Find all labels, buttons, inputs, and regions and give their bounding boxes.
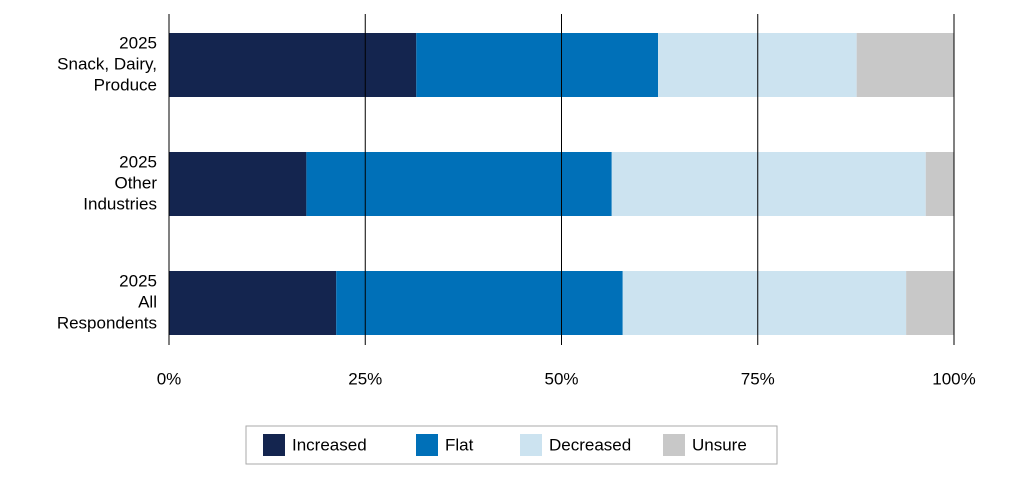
y-tick-label: Produce xyxy=(94,75,157,94)
y-tick-label: All xyxy=(138,292,157,311)
bar-segment xyxy=(856,33,954,97)
x-tick-label: 50% xyxy=(544,369,578,388)
legend-swatch xyxy=(520,434,542,456)
y-tick-label: Industries xyxy=(83,194,157,213)
bar-segment xyxy=(906,271,954,335)
legend-label: Flat xyxy=(445,435,474,454)
y-tick-label: Other xyxy=(114,173,157,192)
legend-swatch xyxy=(416,434,438,456)
bar-segment xyxy=(336,271,623,335)
legend-swatch xyxy=(663,434,685,456)
bar-segment xyxy=(169,33,417,97)
y-tick-label: 2025 xyxy=(119,271,157,290)
x-tick-label: 0% xyxy=(157,369,182,388)
bar-segment xyxy=(306,152,612,216)
bar-segment xyxy=(611,152,926,216)
x-tick-label: 100% xyxy=(932,369,975,388)
x-tick-label: 75% xyxy=(741,369,775,388)
y-tick-label: Snack, Dairy, xyxy=(57,54,157,73)
bar-segment xyxy=(169,271,337,335)
x-tick-label: 25% xyxy=(348,369,382,388)
bar-segment xyxy=(925,152,954,216)
bar-segment xyxy=(169,152,307,216)
legend-label: Unsure xyxy=(692,435,747,454)
legend-label: Increased xyxy=(292,435,367,454)
y-tick-label: Respondents xyxy=(57,313,157,332)
bar-segment xyxy=(416,33,659,97)
legend-swatch xyxy=(263,434,285,456)
y-tick-label: 2025 xyxy=(119,33,157,52)
bar-segment xyxy=(622,271,907,335)
y-tick-label: 2025 xyxy=(119,152,157,171)
legend-label: Decreased xyxy=(549,435,631,454)
legend-box xyxy=(245,425,778,465)
